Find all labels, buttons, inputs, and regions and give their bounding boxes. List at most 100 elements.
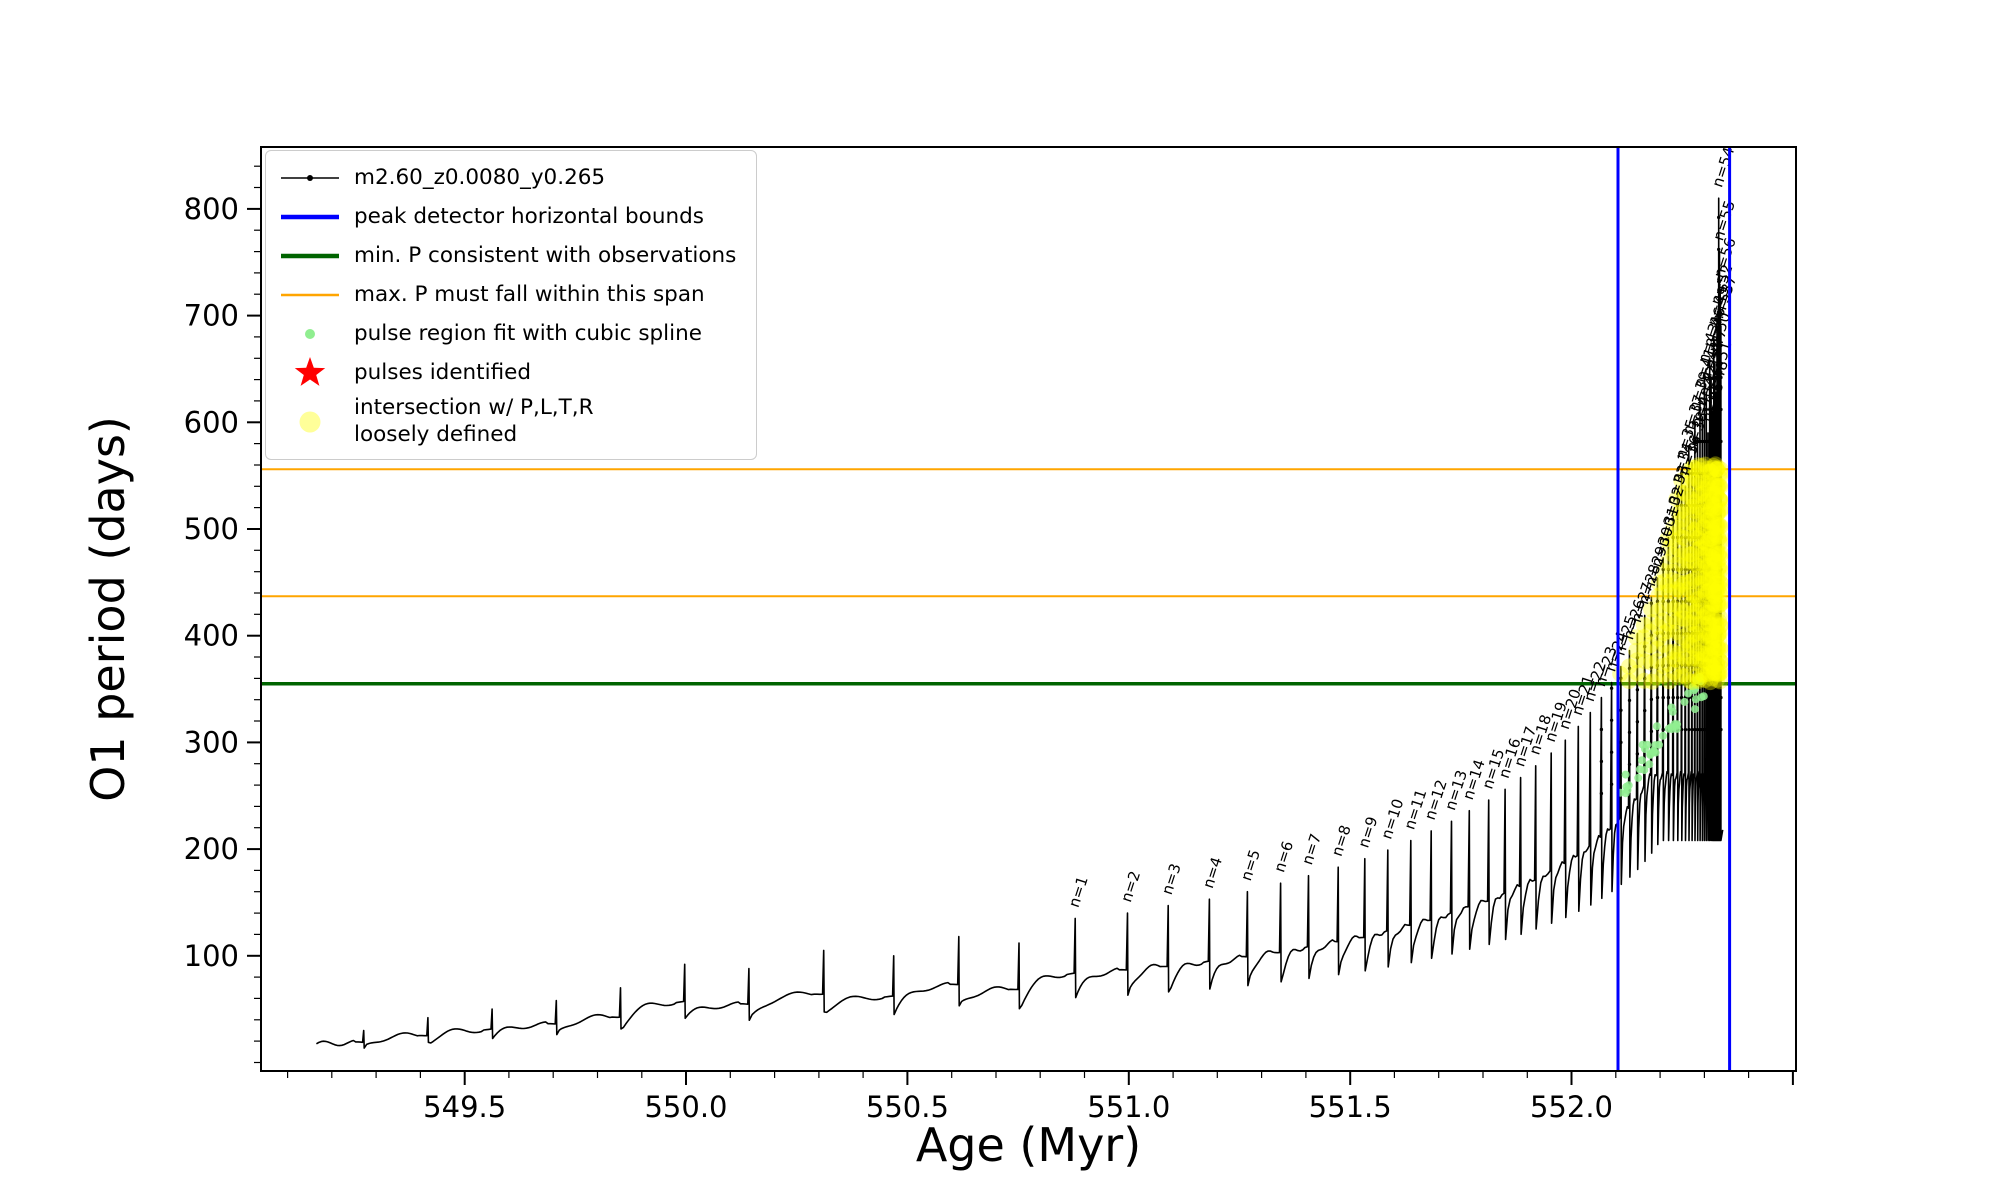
intersection-dot (1668, 613, 1685, 630)
intersection-dot (1710, 626, 1727, 643)
intersection-dot (1712, 466, 1729, 482)
spline-fit-dot (1649, 748, 1658, 757)
intersection-dot (1661, 539, 1678, 556)
intersection-dot (1701, 582, 1718, 599)
intersection-dot (1699, 464, 1716, 481)
intersection-dot (1690, 625, 1707, 642)
intersection-dot (1706, 641, 1723, 658)
spike-marker-dot (1695, 631, 1700, 636)
intersection-dot (1706, 505, 1723, 522)
intersection-dot (1710, 627, 1727, 644)
intersection-dot (1703, 670, 1720, 687)
intersection-dot (1684, 470, 1701, 487)
intersection-dot (1684, 459, 1701, 476)
legend-marker-shape (305, 329, 315, 339)
intersection-dot (1680, 462, 1697, 478)
intersection-dot (1705, 531, 1722, 548)
legend-marker-shape (294, 357, 326, 386)
spike-marker-dot (1693, 439, 1697, 444)
spike-marker-dot (1693, 727, 1697, 732)
legend-label: min. P consistent with observations (354, 242, 737, 268)
spike-marker-dot (1679, 599, 1684, 604)
intersection-dot (1694, 665, 1710, 682)
intersection-dot (1710, 665, 1727, 682)
intersection-dot (1636, 641, 1653, 658)
intersection-dot (1712, 562, 1729, 579)
intersection-dot (1659, 615, 1676, 632)
intersection-dot (1683, 637, 1700, 654)
intersection-dot (1635, 629, 1652, 646)
spike-marker-dot (1671, 695, 1675, 700)
intersection-dot (1683, 674, 1700, 690)
intersection-dot (1654, 584, 1671, 601)
intersection-dot (1704, 640, 1721, 657)
intersection-dot (1699, 609, 1716, 626)
intersection-dot (1708, 545, 1725, 562)
intersection-dot (1708, 575, 1724, 592)
intersection-dot (1670, 519, 1686, 536)
intersection-dot (1710, 583, 1727, 600)
intersection-dot (1688, 651, 1705, 667)
intersection-dot (1674, 637, 1690, 654)
intersection-dot (1710, 559, 1727, 576)
legend-dot-large-icon (278, 405, 342, 439)
intersection-dot (1708, 461, 1725, 478)
intersection-dot (1700, 626, 1717, 643)
y-tick-label: 600 (184, 405, 239, 439)
intersection-dot (1704, 609, 1721, 626)
spike-marker-dot (1666, 631, 1671, 636)
intersection-dot (1684, 525, 1701, 542)
intersection-dot (1680, 573, 1697, 590)
intersection-dot (1702, 463, 1719, 480)
intersection-dot (1694, 581, 1711, 598)
spike-marker-dot (1719, 631, 1723, 636)
intersection-dot (1661, 673, 1678, 690)
spike-marker-dot (1599, 727, 1604, 732)
intersection-dot (1665, 664, 1682, 681)
spike-marker-dot (1695, 727, 1700, 732)
intersection-dot (1709, 656, 1725, 672)
pulse-label: n=9 (1354, 814, 1381, 850)
intersection-dot (1702, 600, 1719, 617)
y-tick-label: 400 (184, 619, 239, 653)
spike-marker-dot (1683, 663, 1688, 668)
intersection-dot (1707, 525, 1724, 542)
spike-marker-dot (1687, 567, 1691, 572)
intersection-dot (1690, 472, 1707, 489)
intersection-dot (1704, 628, 1721, 645)
legend-entry: min. P consistent with observations (278, 239, 736, 273)
intersection-dot (1677, 563, 1694, 580)
intersection-dot (1673, 511, 1690, 528)
intersection-dot (1628, 642, 1645, 659)
intersection-dot (1706, 665, 1723, 681)
intersection-dot (1677, 643, 1694, 660)
intersection-dot (1677, 544, 1694, 561)
intersection-dot (1707, 612, 1724, 629)
intersection-dot (1683, 573, 1700, 590)
spike-marker-dot (1635, 720, 1640, 724)
intersection-dot (1702, 525, 1719, 542)
intersection-dot (1674, 658, 1691, 675)
x-tick-label: 549.5 (423, 1090, 506, 1124)
intersection-dot (1701, 502, 1718, 519)
intersection-dot (1712, 639, 1729, 656)
intersection-dot (1709, 571, 1726, 588)
intersection-dot (1708, 485, 1725, 502)
intersection-dot (1709, 516, 1726, 533)
intersection-dot (1649, 603, 1666, 619)
intersection-dot (1686, 522, 1703, 538)
intersection-dot (1703, 571, 1720, 588)
spike-marker-dot (1695, 567, 1700, 572)
intersection-dot (1693, 630, 1710, 647)
spike-marker-dot (1643, 708, 1647, 713)
intersection-dot (1709, 597, 1726, 614)
pulse-label: n=7 (1298, 831, 1325, 867)
intersection-dot (1669, 598, 1686, 614)
intersection-dot (1656, 625, 1672, 642)
intersection-dot (1707, 456, 1724, 473)
intersection-dot (1681, 546, 1698, 563)
intersection-dot (1669, 581, 1686, 598)
intersection-dot (1711, 665, 1728, 682)
legend-line-dot-icon (278, 161, 342, 195)
spike-marker-dot (1619, 676, 1623, 680)
